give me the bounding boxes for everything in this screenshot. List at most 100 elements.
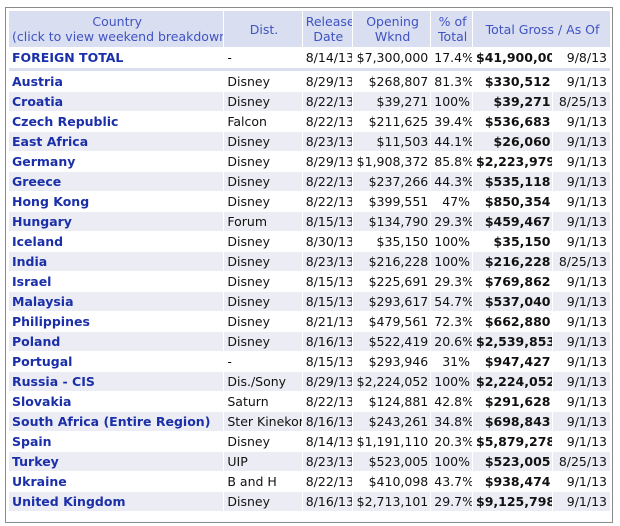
release-date: 8/15/13 bbox=[302, 212, 352, 231]
release-date: 8/14/13 bbox=[302, 432, 352, 451]
as-of-date: 9/1/13 bbox=[553, 152, 610, 171]
table-row: Croatia Disney 8/22/13 $39,271 100% $39,271 8/… bbox=[9, 92, 610, 111]
country-link[interactable]: East Africa bbox=[9, 132, 224, 151]
total-gross: $291,628 bbox=[473, 392, 553, 411]
release-date: 8/23/13 bbox=[302, 252, 352, 271]
distributor: Dis./Sony bbox=[224, 372, 302, 391]
country-link[interactable]: Portugal bbox=[9, 352, 224, 371]
as-of-date: 9/1/13 bbox=[553, 172, 610, 191]
country-link[interactable]: Malaysia bbox=[9, 292, 224, 311]
release-date: 8/29/13 bbox=[302, 72, 352, 91]
column-header-release-date: Release Date bbox=[302, 11, 352, 47]
total-gross: $35,150 bbox=[473, 232, 553, 251]
total-gross: $698,843 bbox=[473, 412, 553, 431]
pct-of-total: 44.3% bbox=[431, 172, 473, 191]
country-link[interactable]: Austria bbox=[9, 72, 224, 91]
distributor: Disney bbox=[224, 172, 302, 191]
opening-weekend: $211,625 bbox=[352, 112, 431, 131]
opening-weekend: $1,191,110 bbox=[352, 432, 431, 451]
table-row: Germany Disney 8/29/13 $1,908,372 85.8% $2,22… bbox=[9, 152, 610, 171]
country-link[interactable]: Russia - CIS bbox=[9, 372, 224, 391]
release-date: 8/16/13 bbox=[302, 492, 352, 511]
total-gross: $947,427 bbox=[473, 352, 553, 371]
opening-weekend: $243,261 bbox=[352, 412, 431, 431]
box-office-table-frame: Country (click to view weekend breakdown… bbox=[5, 7, 613, 523]
total-gross: $216,228 bbox=[473, 252, 553, 271]
as-of-date: 9/1/13 bbox=[553, 472, 610, 491]
country-link[interactable]: Poland bbox=[9, 332, 224, 351]
country-link[interactable]: Hungary bbox=[9, 212, 224, 231]
release-date: 8/22/13 bbox=[302, 172, 352, 191]
distributor: Disney bbox=[224, 192, 302, 211]
release-date: 8/15/13 bbox=[302, 352, 352, 371]
pct-of-total: 42.8% bbox=[431, 392, 473, 411]
as-of-date: 9/1/13 bbox=[553, 432, 610, 451]
country-link[interactable]: Iceland bbox=[9, 232, 224, 251]
release-date: 8/15/13 bbox=[302, 272, 352, 291]
distributor: Disney bbox=[224, 332, 302, 351]
pct-of-total: 85.8% bbox=[431, 152, 473, 171]
opening-weekend: $237,266 bbox=[352, 172, 431, 191]
table-row: Hong Kong Disney 8/22/13 $399,551 47% $850,35… bbox=[9, 192, 610, 211]
distributor: Disney bbox=[224, 492, 302, 511]
table-row: Ukraine B and H 8/22/13 $410,098 43.7% $938,4… bbox=[9, 472, 610, 491]
column-header-pct-of-total: % of Total bbox=[431, 11, 473, 47]
pct-of-total: 31% bbox=[431, 352, 473, 371]
as-of-date: 9/1/13 bbox=[553, 292, 610, 311]
pct-of-total: 43.7% bbox=[431, 472, 473, 491]
total-gross: $2,223,979 bbox=[473, 152, 553, 171]
total-gross: $459,467 bbox=[473, 212, 553, 231]
table-row: Portugal -8/15/13 $293,946 31% $947,427 9/1/1… bbox=[9, 352, 610, 371]
total-asof: 9/8/13 bbox=[553, 48, 610, 67]
country-link[interactable]: Israel bbox=[9, 272, 224, 291]
column-header-distributor: Dist. bbox=[224, 11, 302, 47]
country-link[interactable]: Ukraine bbox=[9, 472, 224, 491]
distributor: Disney bbox=[224, 132, 302, 151]
opening-weekend: $134,790 bbox=[352, 212, 431, 231]
foreign-total-label[interactable]: FOREIGN TOTAL bbox=[9, 48, 224, 67]
country-link[interactable]: Germany bbox=[9, 152, 224, 171]
opening-weekend: $39,271 bbox=[352, 92, 431, 111]
country-link[interactable]: Philippines bbox=[9, 312, 224, 331]
total-gross: $2,224,052 bbox=[473, 372, 553, 391]
distributor: UIP bbox=[224, 452, 302, 471]
total-gross: $938,474 bbox=[473, 472, 553, 491]
as-of-date: 8/25/13 bbox=[553, 92, 610, 111]
opening-weekend: $523,005 bbox=[352, 452, 431, 471]
country-link[interactable]: Greece bbox=[9, 172, 224, 191]
column-header-country[interactable]: Country (click to view weekend breakdown… bbox=[9, 11, 224, 47]
table-row: India Disney 8/23/13 $216,228 100% $216,228 8/… bbox=[9, 252, 610, 271]
as-of-date: 9/1/13 bbox=[553, 232, 610, 251]
release-date: 8/15/13 bbox=[302, 292, 352, 311]
total-gross: $5,879,278 bbox=[473, 432, 553, 451]
country-link[interactable]: Hong Kong bbox=[9, 192, 224, 211]
opening-weekend: $522,419 bbox=[352, 332, 431, 351]
country-link[interactable]: Turkey bbox=[9, 452, 224, 471]
table-row: East Africa Disney 8/23/13 $11,503 44.1% $26,… bbox=[9, 132, 610, 151]
distributor: - bbox=[224, 352, 302, 371]
release-date: 8/22/13 bbox=[302, 92, 352, 111]
distributor: Disney bbox=[224, 272, 302, 291]
opening-weekend: $11,503 bbox=[352, 132, 431, 151]
opening-weekend: $479,561 bbox=[352, 312, 431, 331]
pct-of-total: 29.3% bbox=[431, 272, 473, 291]
as-of-date: 9/1/13 bbox=[553, 212, 610, 231]
country-link[interactable]: South Africa (Entire Region) bbox=[9, 412, 224, 431]
column-header-opening-weekend: Opening Wknd bbox=[352, 11, 431, 47]
release-date: 8/22/13 bbox=[302, 472, 352, 491]
country-link[interactable]: Czech Republic bbox=[9, 112, 224, 131]
country-link[interactable]: Spain bbox=[9, 432, 224, 451]
country-link[interactable]: United Kingdom bbox=[9, 492, 224, 511]
total-gross: $39,271 bbox=[473, 92, 553, 111]
total-gross: $2,539,853 bbox=[473, 332, 553, 351]
total-gross: $850,354 bbox=[473, 192, 553, 211]
country-link[interactable]: India bbox=[9, 252, 224, 271]
as-of-date: 9/1/13 bbox=[553, 72, 610, 91]
release-date: 8/29/13 bbox=[302, 152, 352, 171]
country-link[interactable]: Croatia bbox=[9, 92, 224, 111]
pct-of-total: 29.7% bbox=[431, 492, 473, 511]
country-link[interactable]: Slovakia bbox=[9, 392, 224, 411]
release-date: 8/21/13 bbox=[302, 312, 352, 331]
pct-of-total: 34.8% bbox=[431, 412, 473, 431]
table-header-row: Country (click to view weekend breakdown… bbox=[9, 11, 610, 47]
